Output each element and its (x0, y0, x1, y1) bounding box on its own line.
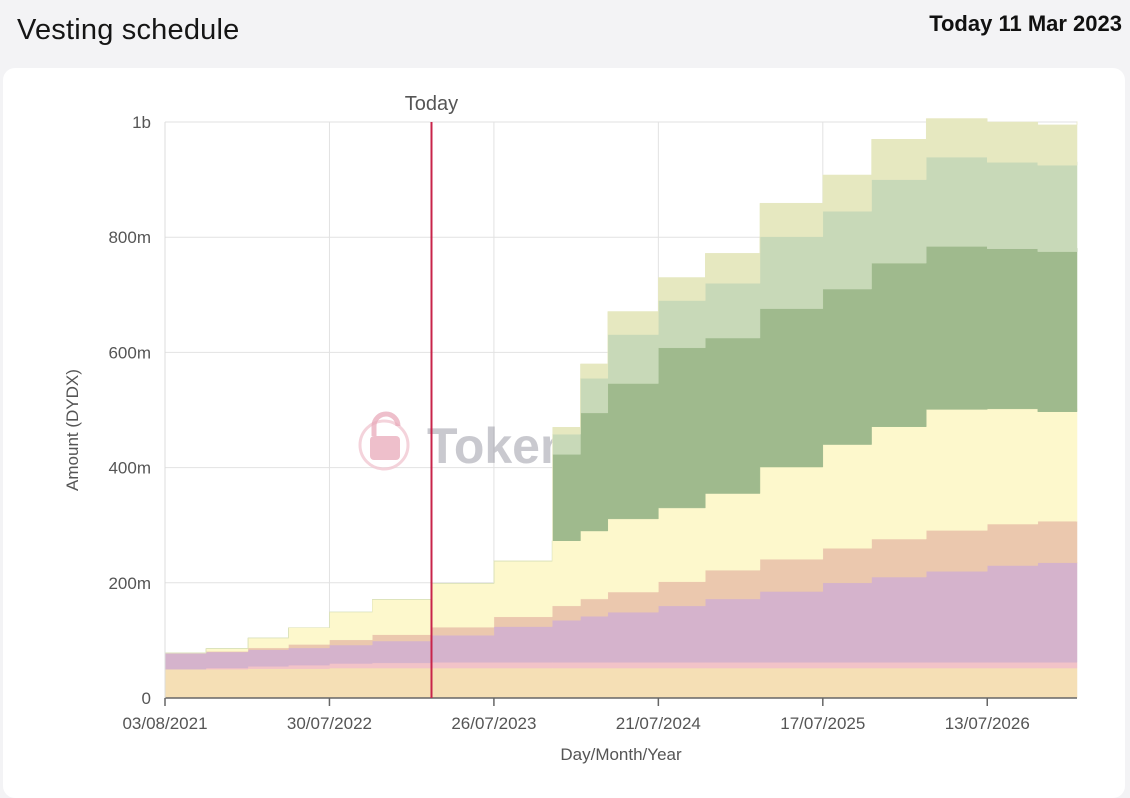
vesting-chart[interactable]: TokenUnlocks. 0200m400m600m800m1b03/08/2… (3, 68, 1125, 787)
y-tick-label: 800m (108, 228, 151, 247)
x-axis-title: Day/Month/Year (560, 745, 682, 764)
y-tick-label: 0 (142, 689, 151, 708)
y-tick-label: 400m (108, 459, 151, 478)
x-tick-label: 13/07/2026 (945, 714, 1030, 733)
y-axis-title: Amount (DYDX) (63, 369, 82, 491)
axes: 0 200m 400m 600m 800m 1b 03/08/2021 30/07/2022 2… (63, 113, 1077, 764)
y-tick-label: 1b (132, 113, 151, 132)
chart-card: TokenUnlocks. 0200m400m600m800m1b03/08/2… (3, 68, 1125, 798)
stacked-areas (164, 118, 1078, 699)
today-date: Today 11 Mar 2023 (929, 11, 1122, 36)
today-label: Today (405, 93, 458, 115)
x-tick-label: 03/08/2021 (122, 714, 207, 733)
page-title: Vesting schedule (17, 14, 240, 46)
x-tick-label: 21/07/2024 (616, 714, 701, 733)
x-tick-label: 30/07/2022 (287, 714, 372, 733)
y-tick-label: 200m (108, 574, 151, 593)
area-series-1[interactable] (164, 667, 1078, 699)
lock-logo-icon (358, 411, 410, 471)
today-marker: Today (405, 93, 458, 698)
x-tick-label: 26/07/2023 (451, 714, 536, 733)
area-series-8[interactable] (165, 118, 1078, 654)
x-tick-label: 17/07/2025 (780, 714, 865, 733)
y-tick-label: 600m (108, 343, 151, 362)
